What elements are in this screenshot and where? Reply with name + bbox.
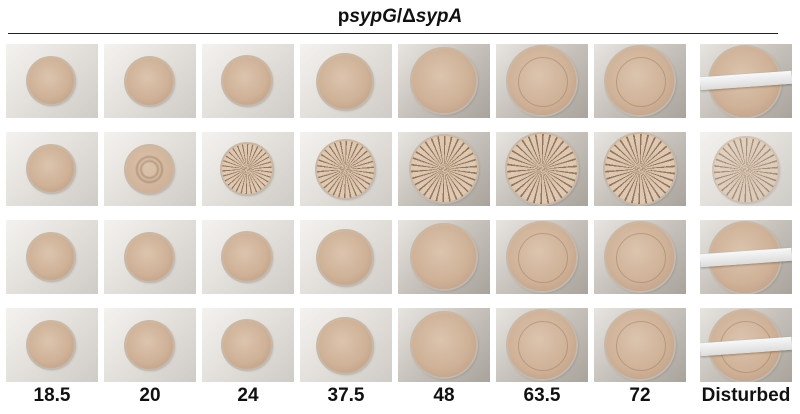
colony-image-a-4: [300, 44, 392, 118]
colony-image-d-2: [104, 308, 196, 382]
column-label-5: 48: [433, 385, 455, 406]
colony-image-a-8: [700, 44, 792, 118]
title-gene: sypG: [349, 6, 397, 27]
colony-image-a-7: [594, 44, 686, 118]
column-label-6: 63.5: [523, 385, 561, 406]
colony-image-a-2: [104, 44, 196, 118]
colony-image-b-6: [496, 132, 588, 206]
colony-image-d-8: [700, 308, 792, 382]
colony-image-c-3: [202, 220, 294, 294]
colony-image-c-6: [496, 220, 588, 294]
column-label-7: 72: [629, 385, 651, 406]
figure-title: psypG/ΔsypA: [0, 6, 800, 28]
colony-image-c-1: [6, 220, 98, 294]
colony-image-c-7: [594, 220, 686, 294]
colony-image-d-4: [300, 308, 392, 382]
colony-image-d-1: [6, 308, 98, 382]
colony-image-b-5: [398, 132, 490, 206]
column-label-1: 18.5: [33, 385, 71, 406]
column-label-4: 37.5: [327, 385, 365, 406]
colony-image-b-1: [6, 132, 98, 206]
colony-image-c-5: [398, 220, 490, 294]
colony-image-a-5: [398, 44, 490, 118]
title-separator: /Δ: [396, 6, 416, 27]
title-prefix: p: [337, 6, 350, 27]
column-label-8: Disturbed: [701, 385, 791, 406]
colony-image-b-2: [104, 132, 196, 206]
colony-image-b-3: [202, 132, 294, 206]
colony-image-d-6: [496, 308, 588, 382]
colony-image-c-2: [104, 220, 196, 294]
colony-image-b-4: [300, 132, 392, 206]
colony-image-d-7: [594, 308, 686, 382]
title-rule: [8, 33, 778, 34]
colony-image-b-7: [594, 132, 686, 206]
colony-image-d-3: [202, 308, 294, 382]
colony-image-a-6: [496, 44, 588, 118]
colony-image-a-3: [202, 44, 294, 118]
column-label-2: 20: [139, 385, 161, 406]
colony-image-b-8: [700, 132, 792, 206]
title-strain: sypA: [415, 6, 463, 27]
colony-image-d-5: [398, 308, 490, 382]
column-label-3: 24: [237, 385, 259, 406]
colony-image-c-8: [700, 220, 792, 294]
colony-image-a-1: [6, 44, 98, 118]
colony-image-c-4: [300, 220, 392, 294]
